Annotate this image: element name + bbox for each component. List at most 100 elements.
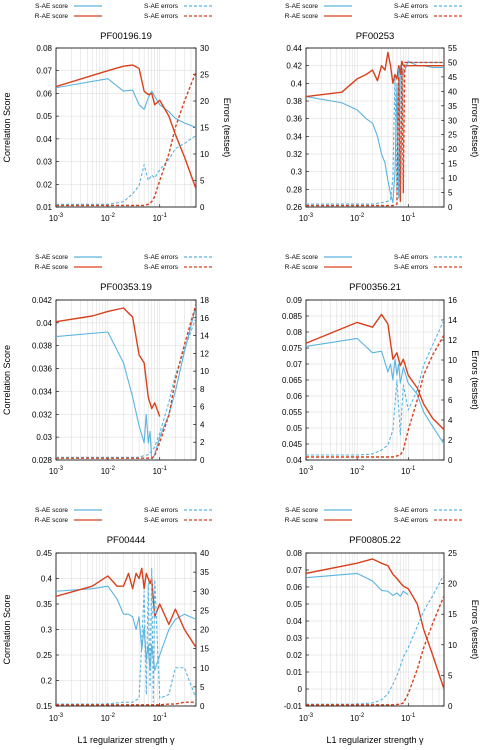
y2-tick-label: 12 (200, 349, 209, 358)
x-tick-label: 10-1 (401, 213, 416, 223)
series-group (306, 313, 444, 458)
y2-tick-label: 0 (200, 702, 205, 711)
y-axis-right: 0 5 10 15 20 25 (441, 549, 457, 711)
chart-title: PF00356.21 (349, 282, 401, 293)
y2-tick-label: 40 (448, 87, 457, 96)
y-tick-label: 0.02 (286, 651, 302, 660)
y-axis-right: 0 5 10 15 20 25 30 (193, 44, 209, 212)
y-tick-label: 0.028 (32, 456, 53, 465)
legend-label: S-AE errors (394, 507, 429, 514)
y2-tick-label: 25 (200, 606, 209, 615)
y2-tick-label: 14 (200, 332, 209, 341)
y-tick-label: 0.04 (286, 456, 302, 465)
series-line-score-red (56, 307, 161, 417)
chart-title: PF00253 (356, 31, 395, 42)
y2-tick-label: 0 (200, 203, 205, 212)
x-tick-label: 10-3 (49, 466, 64, 476)
y2-tick-label: 20 (448, 580, 457, 589)
y-tick-label: 0.034 (32, 387, 53, 396)
y2-axis-label: Errors (testset) (470, 98, 480, 158)
series-line-errors-red (306, 334, 444, 458)
legend-label: S-AE errors (394, 13, 429, 20)
y-tick-label: 0.35 (36, 600, 52, 609)
legend-label: R-AE score (285, 13, 319, 20)
series-line-errors-red (56, 304, 196, 459)
y2-tick-label: 14 (448, 316, 457, 325)
y2-tick-label: 16 (200, 314, 209, 323)
y2-tick-label: 30 (200, 587, 209, 596)
series-line-score-red (56, 567, 196, 648)
y2-tick-label: 40 (200, 549, 209, 558)
y-tick-label: 0.08 (286, 328, 302, 337)
series-group (56, 304, 196, 460)
y2-tick-label: 5 (448, 671, 453, 680)
chart-title: PF00196.19 (100, 31, 152, 42)
plot-frame (55, 299, 197, 461)
y-tick-label: 0.038 (32, 342, 53, 351)
x-tick-label: 10-3 (299, 466, 314, 476)
y2-tick-label: 6 (448, 396, 453, 405)
y-tick-label: 0.07 (286, 360, 302, 369)
y2-tick-label: 10 (448, 356, 457, 365)
y-axis-left: 0.15 0.2 0.25 0.3 0.35 0.4 0.45 (36, 549, 59, 711)
x-tick-label: 10-2 (101, 713, 116, 723)
y2-tick-label: 10 (200, 150, 209, 159)
y2-tick-label: 10 (200, 367, 209, 376)
plot-frame (305, 47, 445, 208)
y-tick-label: -0.01 (284, 702, 303, 711)
legend: S-AE score R-AE score S-AE errors S-AE erro… (35, 507, 212, 524)
legend-label: S-AE score (285, 254, 318, 261)
y-tick-label: 0.036 (32, 365, 53, 374)
y-axis-right: 0 2 4 6 8 10 12 14 16 18 (193, 296, 209, 465)
y2-tick-label: 18 (200, 296, 209, 305)
y-tick-label: 0.05 (286, 424, 302, 433)
chart-title: PF00805.22 (349, 535, 401, 546)
legend-label: S-AE errors (144, 264, 179, 271)
y-axis-left: 0.26 0.28 0.3 0.32 0.34 0.36 0.38 0.4 0.42 0.44 (286, 44, 309, 212)
y-tick-label: 0.01 (36, 203, 52, 212)
legend-label: S-AE score (35, 507, 68, 514)
series-group (56, 567, 196, 706)
y2-tick-label: 4 (448, 416, 453, 425)
y-tick-label: 0.032 (32, 410, 53, 419)
y2-tick-label: 15 (200, 645, 209, 654)
legend-label: S-AE errors (394, 517, 429, 524)
y-tick-label: 0.44 (286, 44, 302, 53)
series-line-score-red (306, 51, 444, 98)
y2-tick-label: 55 (448, 44, 457, 53)
series-line-score-blue (306, 572, 409, 597)
y-tick-label: 0.05 (36, 112, 52, 121)
y2-tick-label: 16 (448, 296, 457, 305)
legend-label: S-AE score (285, 507, 318, 514)
y-tick-label: 0.04 (36, 135, 52, 144)
grid (55, 299, 197, 461)
y-tick-label: 0.03 (36, 158, 52, 167)
series-line-errors-blue (56, 317, 196, 458)
y2-tick-label: 25 (200, 71, 209, 80)
y-tick-label: 0.07 (36, 67, 52, 76)
y2-tick-label: 25 (448, 131, 457, 140)
y-tick-label: 0.2 (41, 677, 53, 686)
y-axis-left: 0.01 0.02 0.03 0.04 0.05 0.06 0.07 0.08 (36, 44, 59, 212)
y-tick-label: 0.055 (282, 408, 303, 417)
legend: S-AE score R-AE score S-AE errors S-AE erro… (35, 3, 212, 20)
y-tick-label: 0.065 (282, 376, 303, 385)
y2-tick-label: 5 (200, 177, 205, 186)
y2-tick-label: 0 (200, 456, 205, 465)
y2-axis-label: Errors (testset) (470, 600, 480, 660)
y-tick-label: 0.4 (41, 575, 53, 584)
x-tick-label: 10-3 (49, 213, 64, 223)
y2-tick-label: 2 (448, 436, 453, 445)
y-axis-label: Correlation Score (2, 345, 12, 415)
x-axis-label: L1 regularizer strength γ (326, 735, 424, 745)
series-line-errors-blue (56, 134, 196, 205)
y-tick-label: 0.15 (36, 702, 52, 711)
chart-title: PF00444 (107, 535, 146, 546)
grid (305, 47, 445, 208)
y-tick-label: 0.04 (36, 319, 52, 328)
y-tick-label: 0.34 (286, 132, 302, 141)
x-tick-label: 10-1 (401, 466, 416, 476)
legend-label: S-AE errors (144, 517, 179, 524)
legend-label: R-AE score (285, 517, 319, 524)
